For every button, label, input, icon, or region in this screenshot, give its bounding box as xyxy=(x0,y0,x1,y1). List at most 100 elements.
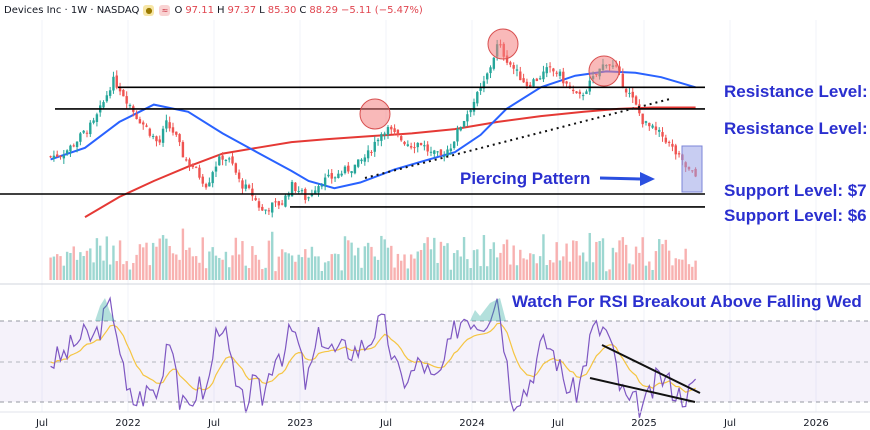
candle-body xyxy=(555,72,558,74)
open-label: O xyxy=(174,4,183,16)
candle-body xyxy=(208,182,211,187)
volume-bar xyxy=(75,259,79,280)
candle-body xyxy=(287,194,290,197)
volume-bar xyxy=(677,259,681,280)
wedge-upper-line xyxy=(601,344,701,394)
volume-bar xyxy=(251,246,254,280)
candle-body xyxy=(191,164,195,168)
volume-bar xyxy=(327,261,330,280)
volume-bar xyxy=(79,252,82,280)
volume-bar xyxy=(247,268,251,280)
volume-bar xyxy=(357,247,360,280)
volume-bar xyxy=(290,255,294,280)
candle-body xyxy=(254,198,257,201)
rsi-ma-line xyxy=(50,322,696,393)
volume-bar xyxy=(314,256,317,280)
volume-bar xyxy=(333,253,337,280)
candle-body xyxy=(69,145,72,152)
candle-body xyxy=(267,210,271,212)
candle-body xyxy=(161,128,165,143)
volume-bar xyxy=(479,266,482,280)
volume-bar xyxy=(59,256,62,280)
volume-bar xyxy=(492,242,496,280)
volume-bar xyxy=(304,249,307,280)
volume-bar xyxy=(413,258,416,280)
volume-bar xyxy=(191,256,195,280)
candle-body xyxy=(343,166,347,174)
x-tick-label: 2024 xyxy=(459,418,484,429)
candle-body xyxy=(538,78,542,80)
candle-body xyxy=(575,91,578,94)
candle-body xyxy=(92,120,95,123)
candle-body xyxy=(618,66,621,72)
volume-bar xyxy=(452,253,456,280)
candle-body xyxy=(674,145,677,155)
candle-body xyxy=(542,71,545,80)
volume-bar xyxy=(535,263,539,280)
candle-body xyxy=(400,136,403,141)
candle-body xyxy=(624,88,628,93)
volume-bar xyxy=(472,250,476,280)
candle-body xyxy=(509,62,512,65)
candle-body xyxy=(314,190,317,194)
volume-bar xyxy=(118,240,122,280)
volume-bar xyxy=(439,241,443,280)
candle-body xyxy=(631,91,634,98)
volume-bar xyxy=(674,258,677,280)
volume-bar xyxy=(234,237,238,280)
candle-body xyxy=(677,153,681,155)
volume-bar xyxy=(489,248,492,280)
volume-bar xyxy=(271,231,274,280)
volume-bar xyxy=(102,260,105,280)
volume-bar xyxy=(294,261,297,280)
dotted-trendline xyxy=(364,98,671,179)
candle-body xyxy=(59,156,62,158)
candle-body xyxy=(658,129,661,132)
rsi-overbought-fill xyxy=(95,298,115,321)
x-tick-label: Jul xyxy=(723,418,736,429)
candle-body xyxy=(257,201,261,208)
volume-bar xyxy=(347,240,350,280)
candle-body xyxy=(115,75,118,88)
volume-bar xyxy=(581,252,585,280)
volume-bar xyxy=(49,257,52,280)
candle-body xyxy=(390,126,393,130)
x-tick-label: Jul xyxy=(35,418,48,429)
compare-icon[interactable]: ≈ xyxy=(159,4,171,16)
candle-body xyxy=(274,201,277,203)
volume-bar xyxy=(396,253,400,280)
candle-body xyxy=(565,81,568,84)
volume-bar xyxy=(99,245,102,280)
candle-body xyxy=(138,119,142,124)
candle-body xyxy=(264,209,267,211)
volume-bar xyxy=(525,259,529,280)
candle-body xyxy=(82,130,85,133)
alert-icon[interactable]: ● xyxy=(143,4,155,16)
volume-bar xyxy=(65,251,69,280)
candle-body xyxy=(62,155,66,159)
candle-body xyxy=(280,203,284,205)
volume-bar xyxy=(307,257,310,280)
volume-bar xyxy=(386,247,390,280)
close-value: 88.29 xyxy=(309,4,338,16)
candle-body xyxy=(241,180,244,189)
volume-bar xyxy=(648,261,651,280)
candle-body xyxy=(350,171,353,174)
volume-bar xyxy=(370,246,373,280)
candle-body xyxy=(419,143,423,145)
volume-bar xyxy=(591,262,595,280)
volume-bar xyxy=(108,264,112,280)
volume-bar xyxy=(611,247,615,280)
volume-bar xyxy=(300,257,304,280)
volume-bar xyxy=(595,241,598,280)
x-tick-label: Jul xyxy=(551,418,564,429)
volume-bar xyxy=(469,268,472,280)
volume-bar xyxy=(383,239,386,280)
volume-bar xyxy=(482,235,486,280)
volume-bar xyxy=(601,238,605,280)
rsi-line xyxy=(50,296,697,418)
volume-bar xyxy=(112,245,115,280)
rsi-breakout-label: Watch For RSI Breakout Above Falling Wed xyxy=(512,292,862,311)
support-label-1: Support Level: $7 xyxy=(724,181,867,200)
